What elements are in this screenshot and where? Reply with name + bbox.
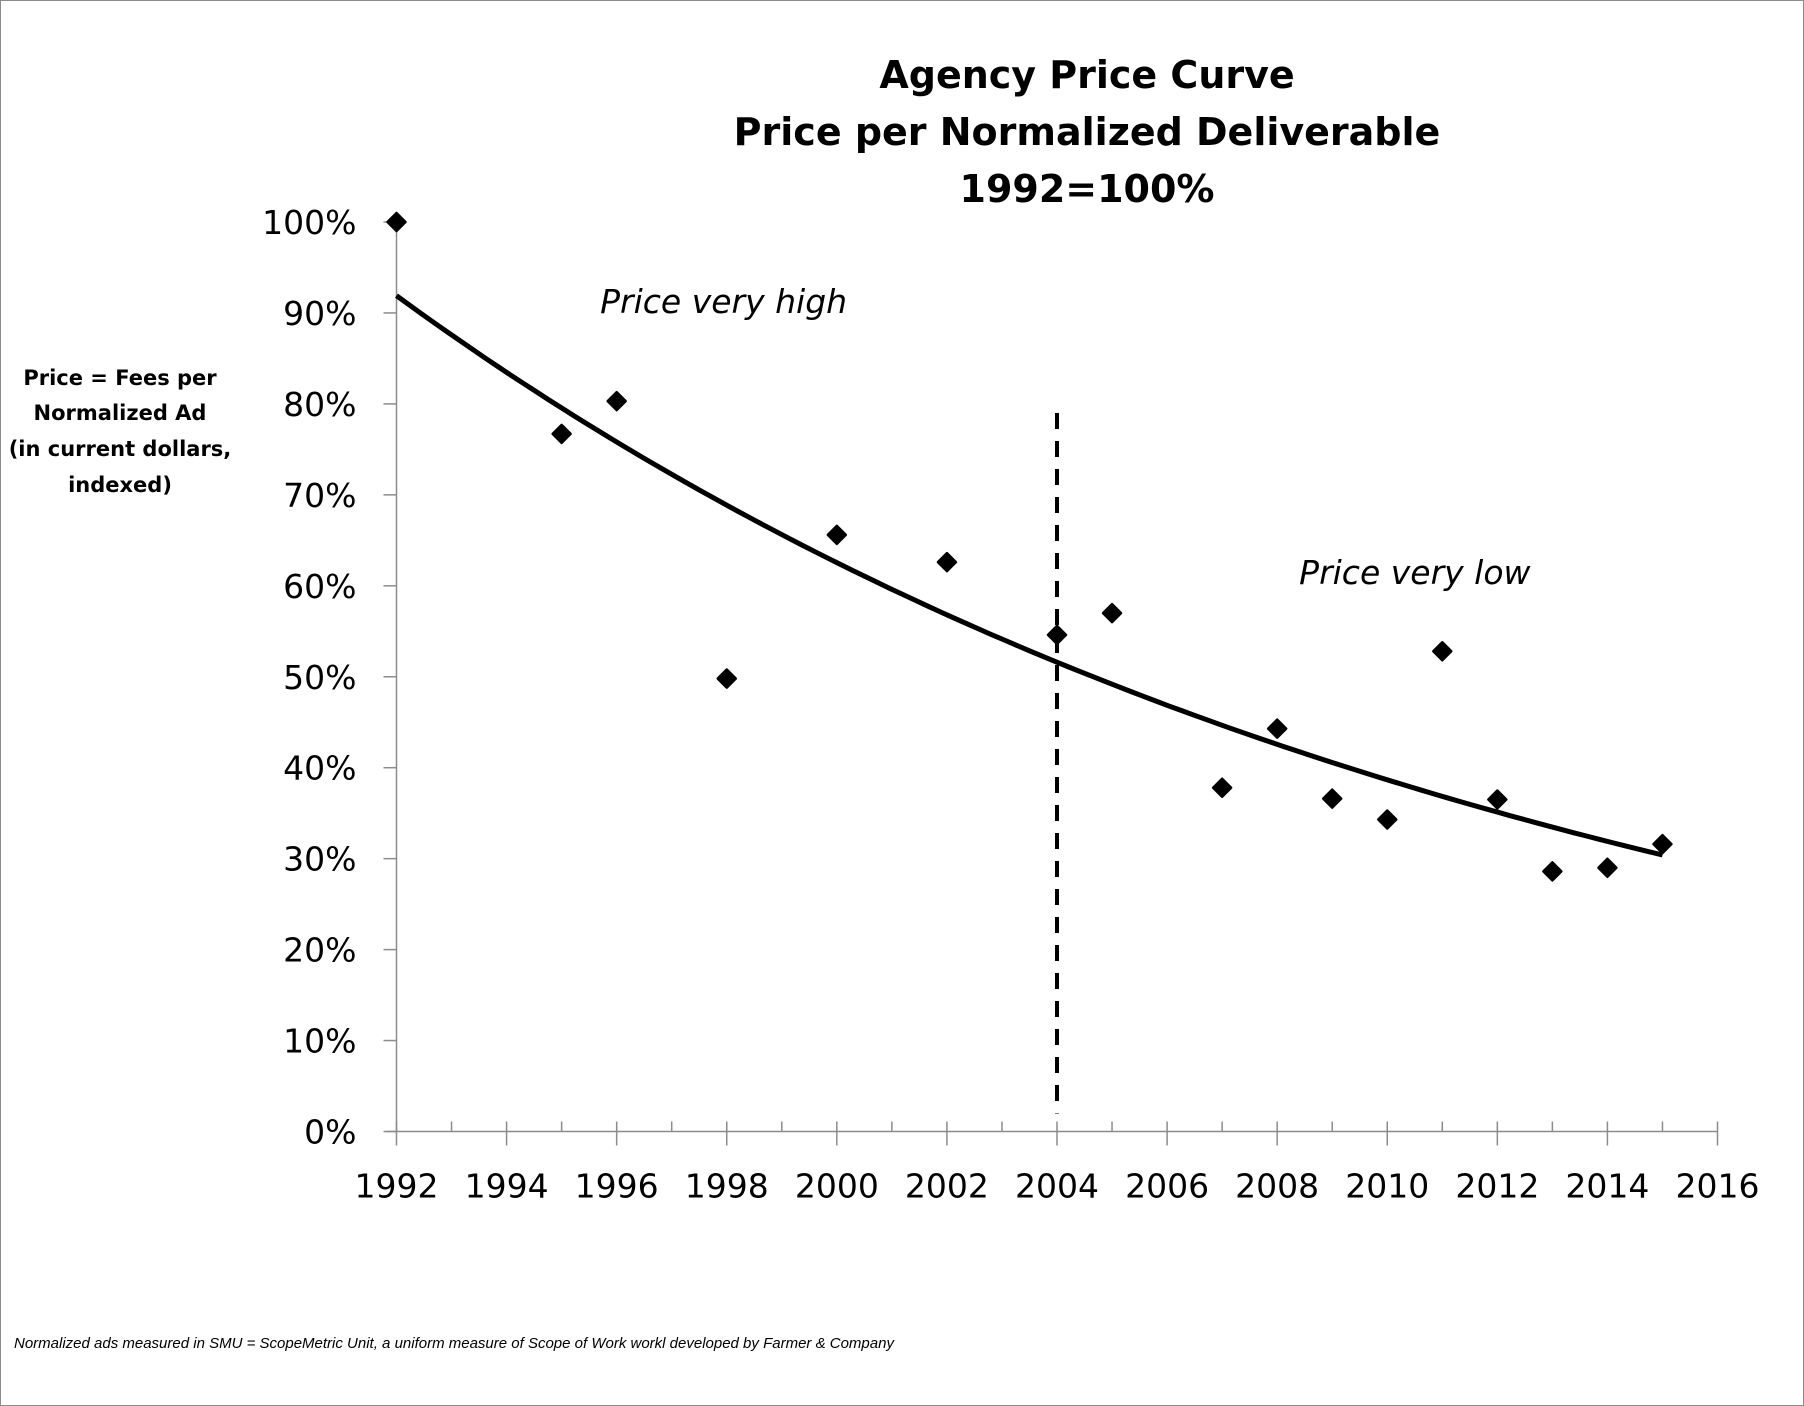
data-point-2010 xyxy=(1377,809,1398,830)
y-axis-label-line-4: indexed) xyxy=(68,473,172,497)
data-point-1995 xyxy=(551,423,572,445)
title-line-2: Price per Normalized Deliverable xyxy=(734,110,1441,154)
y-tick-label: 60% xyxy=(283,567,356,606)
x-tick-label: 2006 xyxy=(1125,1167,1209,1206)
x-tick-label: 1994 xyxy=(465,1167,549,1206)
x-tick-label: 2000 xyxy=(795,1167,879,1206)
y-axis-label-line-3: (in current dollars, xyxy=(9,437,232,461)
y-axis-label-line-2: Normalized Ad xyxy=(34,401,207,425)
x-tick-label: 2002 xyxy=(905,1167,989,1206)
data-point-1992 xyxy=(386,211,407,233)
y-tick-label: 0% xyxy=(304,1113,356,1152)
y-tick-label: 70% xyxy=(283,476,356,515)
trendline-group xyxy=(395,293,1664,858)
data-points xyxy=(386,211,1673,882)
x-tick-label: 1992 xyxy=(355,1167,439,1206)
data-point-2009 xyxy=(1321,788,1343,809)
title-line-1: Agency Price Curve xyxy=(879,53,1294,97)
x-tick-label: 2014 xyxy=(1565,1167,1649,1206)
data-point-2000 xyxy=(826,524,848,546)
x-tick-label: 2004 xyxy=(1015,1167,1099,1206)
y-tick-label: 10% xyxy=(283,1022,356,1061)
footnote: Normalized ads measured in SMU = ScopeMe… xyxy=(14,1335,895,1352)
data-point-2005 xyxy=(1101,602,1123,624)
annotation-price-very-high: Price very high xyxy=(600,282,847,321)
data-point-1998 xyxy=(716,668,737,689)
data-point-2004 xyxy=(1046,624,1068,646)
data-point-2008 xyxy=(1266,718,1288,739)
x-tick-label: 2008 xyxy=(1235,1167,1319,1206)
x-tick-label: 2010 xyxy=(1345,1167,1429,1206)
data-point-2007 xyxy=(1211,777,1233,798)
y-tick-label: 40% xyxy=(283,749,356,788)
data-point-2014 xyxy=(1597,857,1618,878)
y-tick-label: 80% xyxy=(283,385,356,424)
data-point-1996 xyxy=(606,390,627,412)
y-tick-label: 20% xyxy=(283,931,356,970)
annotations: Price very high Price very low xyxy=(600,282,1531,592)
annotation-price-very-low: Price very low xyxy=(1299,553,1531,592)
data-point-2011 xyxy=(1432,641,1453,662)
y-axis-label: Price = Fees per Normalized Ad (in curre… xyxy=(9,366,232,497)
data-point-2002 xyxy=(936,551,958,573)
chart-title: Agency Price Curve Price per Normalized … xyxy=(734,53,1441,211)
axes: 0% 10% 20% 30% 40% 50% 60% 70% 80% 90% 100% 1992 199… xyxy=(262,203,1759,1206)
title-line-3: 1992=100% xyxy=(960,167,1215,211)
data-point-2015 xyxy=(1652,833,1673,855)
y-tick-label: 90% xyxy=(283,294,356,333)
y-tick-label: 30% xyxy=(283,840,356,879)
x-tick-label: 1998 xyxy=(685,1167,769,1206)
data-point-2012 xyxy=(1487,789,1508,810)
x-tick-label: 2016 xyxy=(1676,1167,1760,1206)
y-tick-label: 50% xyxy=(283,658,356,697)
y-tick-label: 100% xyxy=(262,203,356,242)
y-axis-label-line-1: Price = Fees per xyxy=(23,366,217,390)
data-point-2013 xyxy=(1542,861,1563,882)
x-tick-label: 2012 xyxy=(1455,1167,1539,1206)
trendline xyxy=(395,293,1664,858)
x-tick-label: 1996 xyxy=(575,1167,659,1206)
